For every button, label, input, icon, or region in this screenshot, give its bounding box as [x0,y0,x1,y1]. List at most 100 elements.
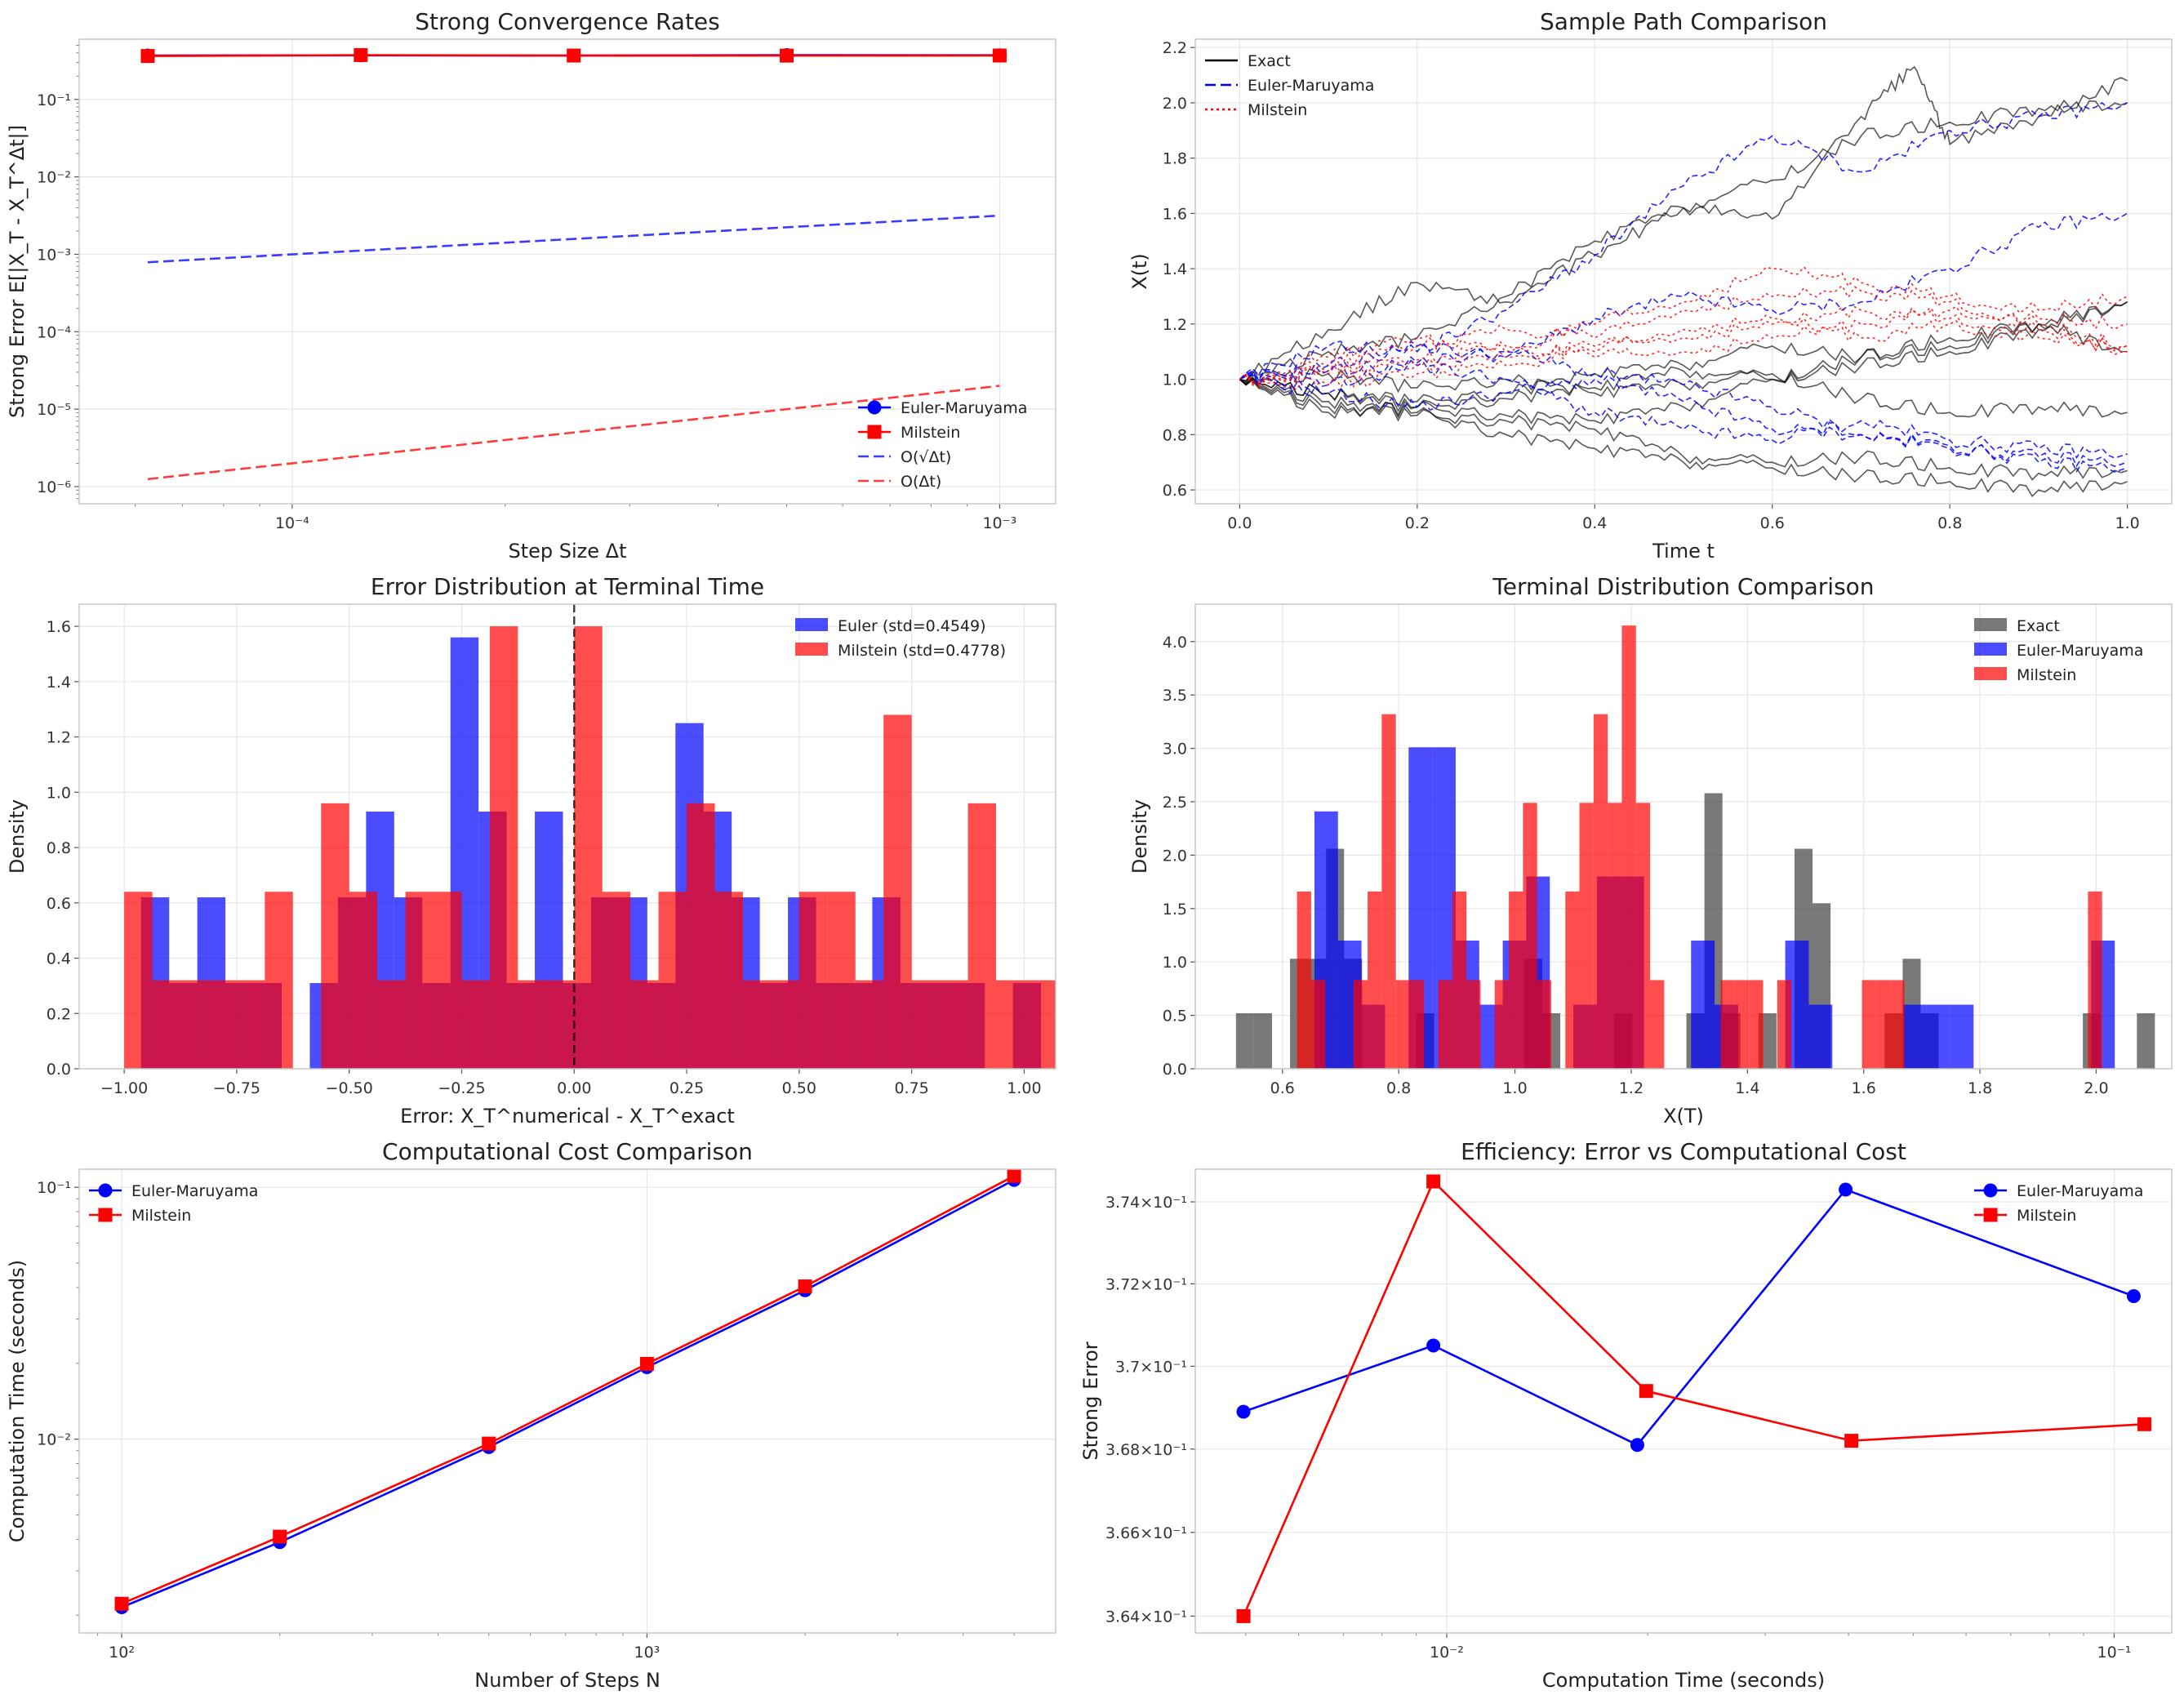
histogram-bar [377,980,406,1069]
x-tick-label: 0.8 [1386,1079,1411,1097]
y-tick-label: 10⁻¹ [37,91,71,109]
histogram-bar [2088,891,2102,1069]
sample-path-exact [1239,99,2128,382]
y-tick-label: 0.8 [1163,426,1187,444]
histogram-bar [1080,981,1108,1069]
histogram-bar [630,980,659,1069]
histogram-bar [1565,891,1580,1069]
y-tick-label: 0.5 [1163,1008,1187,1025]
axes-frame [78,38,1056,505]
histogram-bar [1494,980,1510,1069]
y-tick-label: 3.68×10⁻¹ [1105,1441,1187,1459]
histogram-bar [265,892,293,1069]
legend-label: O(√Δt) [901,448,951,466]
histogram-bar [124,892,153,1069]
x-tick-label: 0.75 [894,1079,928,1097]
histogram-bar [1621,625,1636,1069]
y-axis-label: X(t) [1128,253,1151,290]
legend: Exact Euler-Maruyama Milstein [1205,52,1374,119]
y-tick-label: 1.8 [1163,150,1187,168]
series-line [121,1175,1015,1605]
histogram-bar [1466,980,1481,1069]
legend-swatch [795,618,828,631]
y-tick-label: 4.0 [1163,634,1187,652]
data-point [1236,1404,1251,1419]
y-tick-label: 1.6 [1163,205,1187,223]
histogram-bar [1902,1004,1927,1069]
data-point [798,1279,812,1294]
x-tick-label: 0.0 [1227,514,1252,532]
y-tick-label: 3.5 [1163,687,1187,705]
legend-item: Milstein [858,424,960,442]
sample-path-exact [1239,301,2128,425]
legend-label: Milstein [131,1207,191,1225]
histogram-bar [574,626,603,1069]
histogram-bar [349,892,378,1069]
legend: Euler-Maruyama Milstein O(√Δt) O(Δt) [858,399,1027,491]
axes-frame [1194,1168,2173,1634]
legend-label: Milstein [2017,666,2076,684]
legend-label: Milstein [1248,101,1307,119]
plot-area [79,1169,1056,1633]
series-line [147,214,1000,264]
legend-item: Euler-Maruyama [1974,642,2143,660]
plot-content [124,604,1108,1069]
x-tick-label: 1.8 [1968,1079,1992,1097]
x-tick-label: 2.0 [2084,1079,2108,1097]
x-tick-label: 10⁻⁴ [275,514,309,532]
x-tick-label: 1.4 [1735,1079,1759,1097]
sample-path-euler-maruyama [1239,359,2128,460]
x-tick-label: 10² [109,1644,135,1662]
sample-path-euler-maruyama [1239,102,2128,380]
legend-marker [867,400,882,415]
x-tick-label: 1.00 [1007,1079,1041,1097]
histogram-bar [1650,980,1665,1069]
x-axis-label: Error: X_T^numerical - X_T^exact [400,1105,735,1128]
histogram-bar [1890,980,1905,1069]
y-tick-label: 1.4 [1163,260,1187,278]
data-point [1426,1174,1441,1189]
y-axis-label: Computation Time (seconds) [6,1260,29,1542]
data-point [2126,1288,2141,1303]
chart-panel-4: 0.6 0.8 1.0 1.2 1.4 1.6 1.8 2.0 0.0 0.5 1.0 1.5 2.0 2… [1128,573,2173,1128]
y-tick-label: 1.0 [47,784,71,802]
plot-content [140,47,1007,481]
histogram-bar [152,980,181,1069]
data-point [2137,1417,2151,1431]
sample-path-exact [1239,65,2128,382]
histogram-bar [2137,1012,2155,1069]
histogram-bar [1926,1004,1950,1069]
plot-content [1236,1174,2151,1623]
histogram-bar [1808,1004,1833,1069]
legend-item: Milstein [1974,1207,2076,1225]
histogram-bar [1720,980,1735,1069]
legend-label: Euler-Maruyama [1248,77,1374,95]
histogram-bar [714,892,743,1069]
data-point [780,48,794,63]
histogram-bar [1297,891,1311,1069]
y-tick-label: 10⁻⁴ [37,323,71,341]
legend-item: Exact [1205,52,1291,70]
legend-marker [98,1208,113,1222]
x-tick-label: 10³ [634,1644,660,1662]
y-tick-label: 3.72×10⁻¹ [1105,1275,1187,1293]
histogram-bar [518,980,546,1069]
histogram-bar [1395,980,1410,1069]
x-tick-label: 10⁻³ [982,514,1016,532]
legend-marker [98,1183,113,1198]
x-tick-label: −0.25 [438,1079,485,1097]
x-tick-label: −0.50 [326,1079,373,1097]
legend: Euler-Maruyama Milstein [1974,1182,2143,1225]
legend-label: Milstein [901,424,960,442]
chart-title: Sample Path Comparison [1540,8,1827,35]
legend-item: Euler-Maruyama [1205,77,1374,95]
y-tick-label: 1.6 [47,618,71,636]
histogram-bar [967,803,996,1069]
x-tick-label: 0.6 [1760,514,1785,532]
histogram-bar [1579,803,1594,1069]
data-point [639,1356,654,1371]
y-tick-label: 0.0 [47,1061,71,1079]
x-tick-label: 1.6 [1852,1079,1876,1097]
histogram-bar [1537,980,1551,1069]
chart-title: Computational Cost Comparison [382,1138,753,1165]
